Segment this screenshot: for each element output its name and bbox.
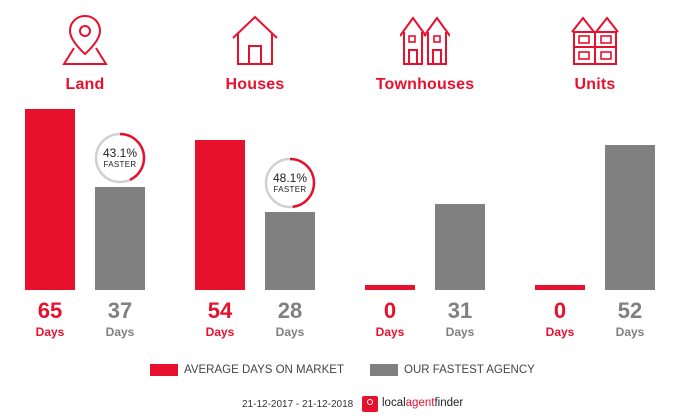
unit-label: Days <box>205 325 235 339</box>
value-label: 54 <box>207 298 233 323</box>
value-label: 37 <box>107 298 133 323</box>
value-label: 31 <box>447 298 473 323</box>
market-bar-houses <box>195 139 245 290</box>
brand-name: localagentfinder <box>382 397 464 409</box>
market-bar-units <box>535 285 585 290</box>
badge-label: FASTER <box>273 185 307 195</box>
value-label: 52 <box>617 298 643 323</box>
legend-label: AVERAGE DAYS ON MARKET <box>184 364 344 376</box>
unit-label: Days <box>105 325 135 339</box>
townhouses-icon <box>400 16 450 65</box>
market-bar-townhouses <box>365 285 415 290</box>
date-range: 21-12-2017 - 21-12-2018 <box>242 399 354 410</box>
category-label: Townhouses <box>375 76 475 93</box>
category-label: Houses <box>225 76 285 93</box>
badge-percent: 43.1% <box>102 145 138 160</box>
unit-label: Days <box>275 325 305 339</box>
agency-bar-units <box>605 145 655 290</box>
value-label: 65 <box>37 298 63 323</box>
units-icon <box>571 16 619 65</box>
value-label: 0 <box>553 298 567 323</box>
legend-label: OUR FASTEST AGENCY <box>404 364 535 376</box>
badge-label: FASTER <box>103 159 137 169</box>
faster-badge: 43.1% FASTER <box>94 132 146 184</box>
legend-swatch <box>370 364 398 376</box>
value-label: 0 <box>383 298 397 323</box>
market-bar-land <box>25 109 75 290</box>
unit-label: Days <box>445 325 475 339</box>
agency-bar-houses <box>265 212 315 290</box>
brand-icon <box>362 396 378 412</box>
unit-label: Days <box>35 325 65 339</box>
progress-ring <box>94 132 146 184</box>
agency-bar-townhouses <box>435 203 485 290</box>
category-label: Land <box>65 76 105 93</box>
badge-percent: 48.1% <box>272 171 308 186</box>
legend-swatch <box>150 364 178 376</box>
house-icon <box>232 15 278 65</box>
value-label: 28 <box>277 298 303 323</box>
faster-badge: 48.1% FASTER <box>264 157 316 209</box>
category-label: Units <box>574 76 616 93</box>
agency-bar-land <box>95 186 145 290</box>
map-pin-icon <box>62 14 108 65</box>
unit-label: Days <box>545 325 575 339</box>
unit-label: Days <box>375 325 405 339</box>
progress-ring <box>264 157 316 209</box>
unit-label: Days <box>615 325 645 339</box>
